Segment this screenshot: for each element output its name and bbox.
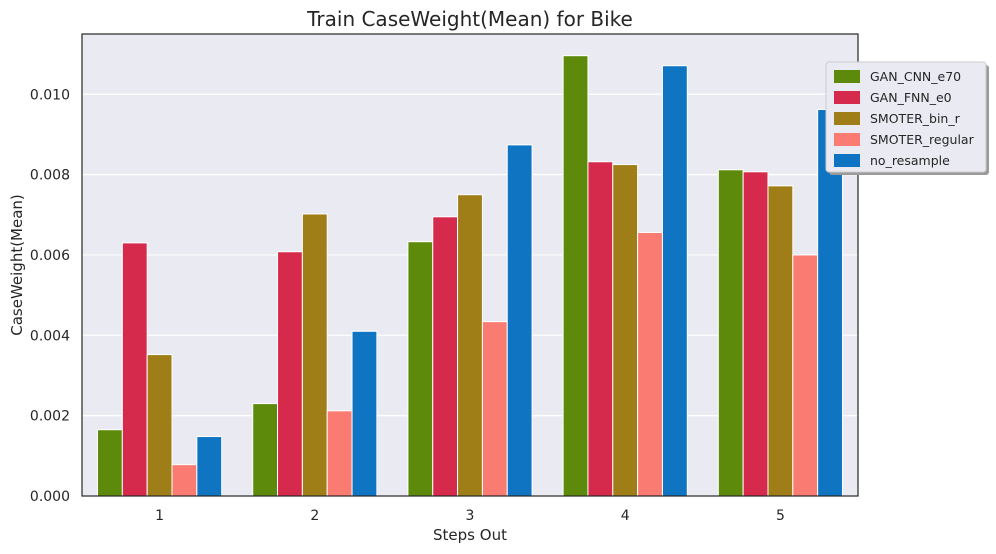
bar-GAN_FNN_e0-1 (121, 242, 148, 497)
chart-title: Train CaseWeight(Mean) for Bike (306, 7, 633, 31)
bar-SMOTER_bin_r-4 (612, 164, 639, 497)
x-axis-label: Steps Out (433, 526, 507, 544)
legend-swatch (834, 154, 860, 167)
legend-label: SMOTER_bin_r (870, 111, 961, 126)
y-axis-label: CaseWeight(Mean) (8, 194, 26, 336)
y-tick-label: 0.004 (30, 328, 70, 344)
x-tick-label: 3 (466, 508, 475, 524)
bar-SMOTER_bin_r-2 (301, 213, 328, 497)
x-axis-ticks: 1 2 3 4 5 (155, 508, 785, 524)
bar-GAN_FNN_e0-2 (277, 251, 303, 497)
y-tick-label: 0.008 (30, 168, 70, 184)
bar-no_resample-3 (506, 144, 533, 497)
bar-GAN_CNN_e70-2 (252, 403, 279, 497)
bar-SMOTER_regular-1 (171, 464, 198, 497)
y-axis-ticks: 0.000 0.002 0.004 0.006 0.008 0.010 (30, 87, 70, 505)
legend-swatch (834, 70, 860, 83)
legend-box (825, 61, 987, 173)
bar-GAN_FNN_e0-4 (587, 161, 614, 497)
bar-no_resample-1 (196, 436, 223, 497)
legend-label: GAN_FNN_e0 (870, 90, 952, 105)
legend-label: no_resample (870, 153, 950, 168)
legend-label: SMOTER_regular (870, 132, 975, 147)
x-tick-label: 4 (621, 508, 630, 524)
bar-SMOTER_bin_r-5 (767, 185, 794, 497)
bar-SMOTER_bin_r-1 (146, 354, 173, 497)
y-tick-label: 0.006 (30, 248, 70, 264)
legend: GAN_CNN_e70 GAN_FNN_e0 SMOTER_bin_r SMOTER_… (825, 61, 989, 175)
plot-border (81, 33, 859, 497)
bar-SMOTER_bin_r-3 (457, 194, 483, 497)
bar-SMOTER_regular-4 (637, 231, 663, 497)
bar-SMOTER_regular-2 (326, 410, 353, 497)
x-tick-label: 5 (776, 508, 785, 524)
bar-GAN_FNN_e0-3 (432, 216, 459, 497)
legend-swatch (834, 112, 860, 125)
bar-no_resample-4 (661, 65, 688, 497)
bar-GAN_CNN_e70-4 (562, 55, 589, 497)
bar-GAN_FNN_e0-5 (742, 171, 769, 497)
bar-GAN_CNN_e70-3 (407, 241, 434, 497)
y-tick-label: 0.010 (30, 87, 70, 103)
legend-label: GAN_CNN_e70 (870, 69, 961, 84)
bars (97, 55, 843, 497)
x-tick-label: 1 (155, 508, 164, 524)
legend-swatch (834, 91, 860, 104)
bar-SMOTER_regular-5 (792, 254, 819, 497)
y-tick-label: 0.002 (30, 409, 70, 425)
bar-no_resample-2 (351, 330, 378, 497)
bar-SMOTER_regular-3 (481, 321, 508, 497)
bar-GAN_CNN_e70-1 (97, 429, 123, 497)
x-tick-label: 2 (310, 508, 319, 524)
bar-GAN_CNN_e70-5 (717, 169, 744, 497)
legend-swatch (834, 133, 860, 146)
y-tick-label: 0.000 (30, 489, 70, 505)
